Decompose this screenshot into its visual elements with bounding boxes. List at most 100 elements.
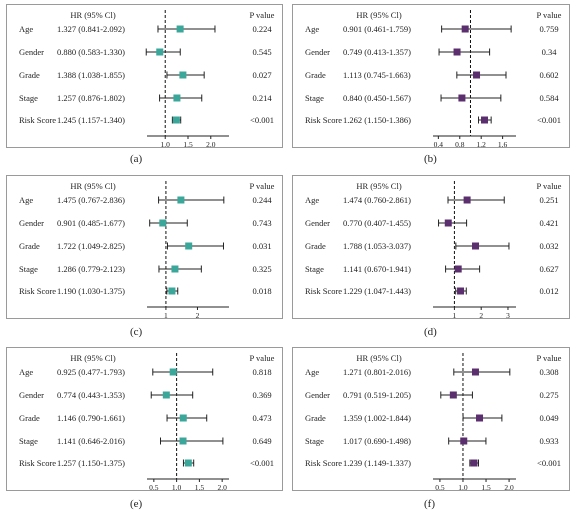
forest-plot-c: HR (95% Cl) P value Age 1.475 (0.767-2.836)… bbox=[19, 181, 275, 319]
hr-ci-text: 0.880 (0.583-1.330) bbox=[57, 47, 125, 57]
x-tick-label: 1 bbox=[164, 311, 168, 319]
forest-plot-f: HR (95% Cl) P value Age 1.271 (0.801-2.016)… bbox=[305, 353, 562, 491]
forest-plot-d: HR (95% Cl) P value Age 1.474 (0.760-2.861)… bbox=[305, 181, 562, 319]
row-label: Stage bbox=[305, 264, 324, 274]
hr-point-marker bbox=[476, 414, 484, 422]
row-label: Grade bbox=[305, 70, 326, 80]
panel-label-a: (a) bbox=[130, 153, 143, 165]
p-value-column-header: P value bbox=[250, 181, 275, 191]
hr-point-marker bbox=[173, 94, 181, 102]
p-value-column-header: P value bbox=[537, 10, 562, 20]
row-label: Gender bbox=[305, 218, 330, 228]
row-label: Age bbox=[305, 195, 319, 205]
forest-plot-b: HR (95% Cl) P value Age 0.901 (0.461-1.759)… bbox=[305, 10, 562, 148]
hr-point-marker bbox=[168, 287, 176, 295]
hr-point-marker bbox=[463, 196, 471, 204]
row-label: Stage bbox=[19, 264, 38, 274]
p-value-text: 0.627 bbox=[539, 264, 558, 274]
hr-ci-text: 0.901 (0.461-1.759) bbox=[343, 24, 411, 34]
hr-ci-text: 1.388 (1.038-1.855) bbox=[57, 70, 125, 80]
hr-point-marker bbox=[470, 459, 478, 467]
hr-point-marker bbox=[458, 94, 466, 102]
hr-column-header: HR (95% Cl) bbox=[356, 10, 402, 20]
p-value-text: <0.001 bbox=[250, 458, 274, 468]
panel-label-b: (b) bbox=[424, 153, 437, 165]
p-value-text: 0.649 bbox=[252, 436, 271, 446]
hr-point-marker bbox=[473, 71, 481, 79]
hr-column-header: HR (95% Cl) bbox=[356, 353, 402, 363]
hr-ci-text: 1.245 (1.157-1.340) bbox=[57, 115, 125, 125]
hr-point-marker bbox=[172, 116, 180, 124]
hr-ci-text: 1.722 (1.049-2.825) bbox=[57, 241, 125, 251]
hr-ci-text: 1.229 (1.047-1.443) bbox=[343, 286, 411, 296]
row-label: Stage bbox=[19, 93, 38, 103]
hr-column-header: HR (95% Cl) bbox=[356, 181, 402, 191]
hr-ci-text: 0.840 (0.450-1.567) bbox=[343, 93, 411, 103]
p-value-column-header: P value bbox=[250, 10, 275, 20]
row-label: Age bbox=[19, 195, 33, 205]
row-label: Gender bbox=[19, 218, 44, 228]
hr-point-marker bbox=[454, 265, 462, 273]
hr-point-marker bbox=[444, 219, 452, 227]
x-tick-label: 2 bbox=[479, 311, 483, 319]
x-tick-label: 1.6 bbox=[498, 140, 508, 148]
row-label: Risk Score bbox=[305, 286, 342, 296]
hr-ci-text: 0.774 (0.443-1.353) bbox=[57, 390, 125, 400]
panel-label-f: (f) bbox=[424, 498, 435, 510]
p-value-text: <0.001 bbox=[537, 115, 561, 125]
hr-ci-text: 0.770 (0.407-1.455) bbox=[343, 218, 411, 228]
hr-ci-text: 1.359 (1.002-1.844) bbox=[343, 413, 411, 423]
p-value-text: 0.275 bbox=[539, 390, 558, 400]
row-label: Grade bbox=[19, 413, 40, 423]
hr-point-marker bbox=[472, 242, 480, 250]
hr-point-marker bbox=[449, 391, 457, 399]
p-value-text: 0.224 bbox=[252, 24, 272, 34]
hr-ci-text: 1.475 (0.767-2.836) bbox=[57, 195, 125, 205]
hr-ci-text: 1.788 (1.053-3.037) bbox=[343, 241, 411, 251]
forest-plot-e: HR (95% Cl) P value Age 0.925 (0.477-1.793)… bbox=[19, 353, 275, 491]
p-value-text: 0.214 bbox=[252, 93, 272, 103]
row-label: Grade bbox=[305, 241, 326, 251]
x-tick-label: 2 bbox=[196, 311, 200, 319]
hr-column-header: HR (95% Cl) bbox=[70, 353, 116, 363]
hr-ci-text: 1.239 (1.149-1.337) bbox=[343, 458, 411, 468]
p-value-text: 0.602 bbox=[539, 70, 558, 80]
forest-panel-b: HR (95% Cl) P value Age 0.901 (0.461-1.759)… bbox=[292, 4, 570, 148]
p-value-text: 0.325 bbox=[252, 264, 271, 274]
hr-point-marker bbox=[460, 437, 468, 445]
x-tick-label: 1.5 bbox=[195, 483, 205, 491]
hr-ci-text: 1.257 (0.876-1.802) bbox=[57, 93, 125, 103]
hr-ci-text: 0.901 (0.485-1.677) bbox=[57, 218, 125, 228]
row-label: Gender bbox=[305, 390, 330, 400]
hr-ci-text: 1.141 (0.670-1.941) bbox=[343, 264, 411, 274]
p-value-text: 0.34 bbox=[542, 47, 558, 57]
p-value-text: 0.308 bbox=[539, 367, 558, 377]
p-value-text: <0.001 bbox=[250, 115, 274, 125]
row-label: Gender bbox=[305, 47, 330, 57]
p-value-text: 0.818 bbox=[252, 367, 271, 377]
hr-ci-text: 1.271 (0.801-2.016) bbox=[343, 367, 411, 377]
hr-point-marker bbox=[171, 265, 179, 273]
x-tick-label: 1.5 bbox=[481, 483, 491, 491]
x-tick-label: 2.0 bbox=[504, 483, 514, 491]
p-value-text: 0.743 bbox=[252, 218, 271, 228]
hr-ci-text: 1.017 (0.690-1.498) bbox=[343, 436, 411, 446]
row-label: Risk Score bbox=[305, 115, 342, 125]
x-tick-label: 1.5 bbox=[183, 140, 193, 148]
x-tick-label: 0.5 bbox=[435, 483, 445, 491]
hr-ci-text: 1.190 (1.030-1.375) bbox=[57, 286, 125, 296]
p-value-column-header: P value bbox=[537, 353, 562, 363]
hr-point-marker bbox=[457, 287, 465, 295]
panel-label-e: (e) bbox=[130, 498, 143, 510]
forest-panel-a: HR (95% Cl) P value Age 1.327 (0.841-2.092)… bbox=[6, 4, 283, 148]
p-value-text: 0.933 bbox=[539, 436, 558, 446]
hr-point-marker bbox=[159, 219, 167, 227]
x-tick-label: 0.4 bbox=[434, 140, 444, 148]
forest-plot-a: HR (95% Cl) P value Age 1.327 (0.841-2.092)… bbox=[19, 10, 275, 148]
hr-ci-text: 1.262 (1.150-1.386) bbox=[343, 115, 411, 125]
p-value-column-header: P value bbox=[537, 181, 562, 191]
hr-column-header: HR (95% Cl) bbox=[70, 181, 116, 191]
p-value-text: 0.584 bbox=[539, 93, 559, 103]
hr-point-marker bbox=[177, 196, 185, 204]
